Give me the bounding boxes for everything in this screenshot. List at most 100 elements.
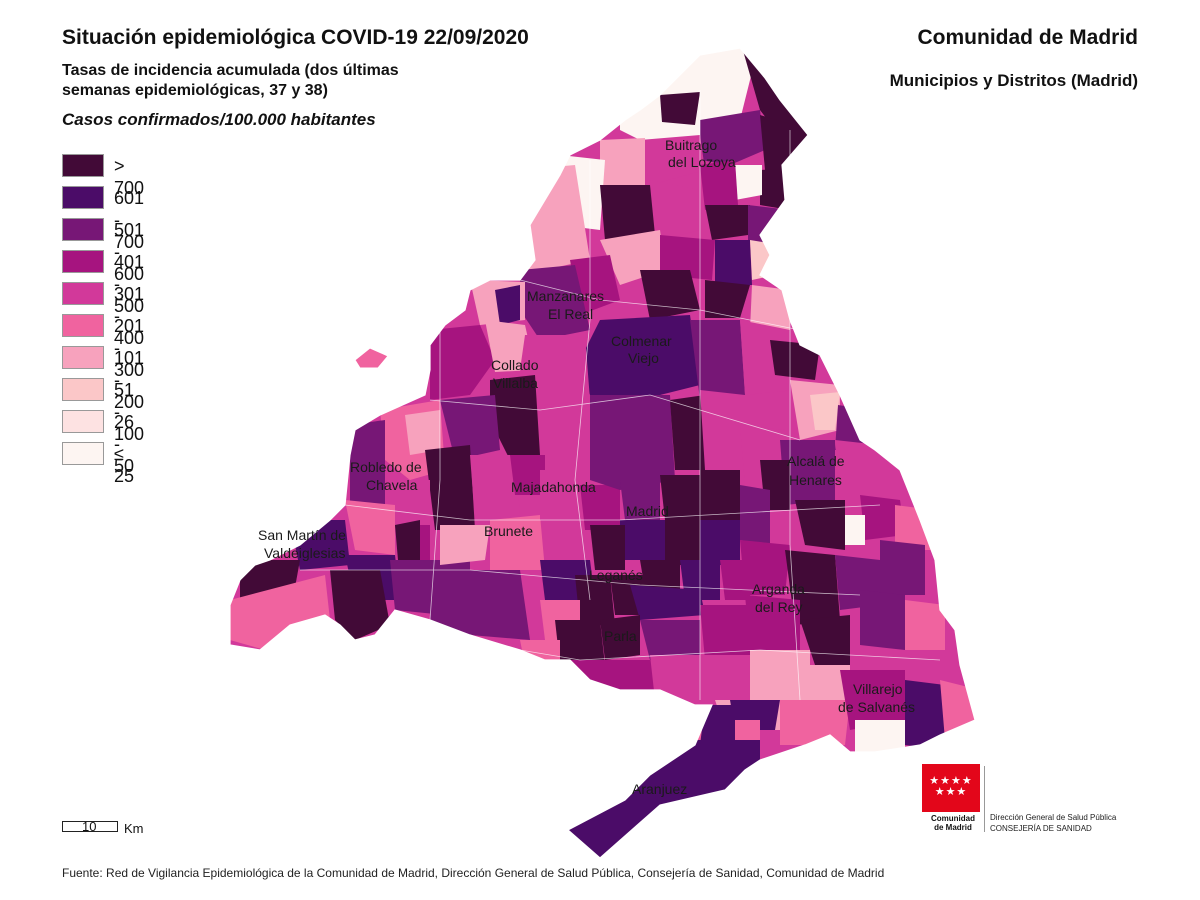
legend-swatch [62, 250, 104, 273]
legend-swatch [62, 282, 104, 305]
org-line-1: Dirección General de Salud Pública [990, 813, 1117, 822]
legend-swatch [62, 314, 104, 337]
place-label-buitrago: Buitrago [665, 137, 717, 153]
place-label-arganda: del Rey [755, 599, 802, 615]
comunidad-madrid-logo: ★★★★ ★★★ Comunidad de Madrid [922, 764, 980, 834]
municipality [490, 515, 545, 570]
municipality [640, 135, 705, 185]
scale-bar-value: 10 [82, 819, 97, 834]
legend-label: ≤ 25 [114, 444, 135, 486]
municipality [520, 265, 590, 340]
municipality [575, 575, 615, 625]
municipality [660, 475, 700, 520]
place-label-alcala: Henares [789, 472, 842, 488]
place-label-villarejo: de Salvanés [838, 699, 915, 715]
subtitle-line-1: Tasas de incidencia acumulada (dos últim… [62, 62, 399, 79]
legend-swatch [62, 378, 104, 401]
municipality [750, 650, 810, 700]
municipality [580, 315, 700, 400]
legend-label: > 700 [114, 156, 145, 198]
municipality [540, 470, 590, 520]
municipality [555, 620, 605, 665]
place-label-collado: Villalba [493, 375, 538, 391]
municipality [740, 540, 790, 595]
municipality [705, 280, 750, 318]
place-label-robledo: Chavela [366, 477, 418, 493]
scale-bar [62, 821, 118, 832]
place-label-colmenar: Colmenar [611, 333, 672, 349]
municipality [690, 320, 745, 400]
scope-label: Municipios y Distritos (Madrid) [889, 71, 1138, 90]
border-line [429, 394, 801, 441]
legend-swatch [62, 186, 104, 209]
place-label-leganes: Leganés [589, 567, 643, 583]
municipality [590, 525, 625, 570]
municipality [650, 655, 710, 700]
municipality [740, 320, 795, 395]
legend-label: 51 - 100 [114, 380, 145, 444]
municipality [700, 605, 750, 660]
municipality [620, 480, 660, 520]
units-label: Casos confirmados/100.000 habitantes [62, 110, 376, 129]
star-icon: ★★★★ ★★★ [929, 775, 973, 798]
municipality [345, 500, 395, 555]
municipality [640, 620, 700, 660]
municipality [495, 285, 520, 325]
legend-swatch [62, 346, 104, 369]
border-line [574, 160, 591, 601]
region-outline [229, 47, 976, 859]
municipality [545, 400, 595, 470]
organization-label: Dirección General de Salud Pública CONSE… [990, 812, 1116, 834]
place-label-san-martin: San Martín de [258, 527, 346, 543]
municipality [880, 540, 925, 595]
municipality [700, 470, 740, 520]
municipality [405, 410, 440, 455]
logo-text-line-2: de Madrid [934, 823, 972, 832]
legend-label: 401 - 500 [114, 252, 145, 316]
map-title: Situación epidemiológica COVID-19 22/09/… [62, 26, 529, 49]
municipality [700, 520, 740, 565]
legend-swatch [62, 154, 104, 177]
municipality [780, 700, 850, 745]
municipality [810, 665, 850, 705]
logo-text: Comunidad de Madrid [922, 814, 984, 832]
municipality [715, 240, 752, 285]
legend-label: 301 - 400 [114, 284, 145, 348]
place-label-manzanares: Manzanares [527, 288, 604, 304]
municipality [705, 205, 750, 240]
municipality [700, 110, 765, 165]
municipality [510, 455, 545, 495]
municipality [748, 205, 790, 245]
municipality [600, 138, 645, 190]
municipality [795, 500, 845, 550]
border-line [300, 569, 861, 596]
logo-divider [984, 766, 985, 832]
municipality [650, 180, 700, 240]
municipality [440, 525, 490, 565]
municipality [470, 570, 530, 640]
place-label-parla: Parla [604, 628, 637, 644]
place-label-collado: Collado [491, 357, 539, 373]
municipality [720, 560, 750, 600]
municipality [750, 285, 790, 330]
municipality-areas [230, 48, 975, 858]
legend-label: 201 - 300 [114, 316, 145, 380]
border-line [429, 330, 441, 621]
municipality [770, 340, 820, 380]
municipality [700, 160, 738, 210]
place-label-majadahonda: Majadahonda [511, 479, 596, 495]
municipality [660, 92, 700, 125]
municipality [520, 335, 590, 410]
municipality [425, 445, 475, 530]
municipality [840, 515, 865, 545]
municipality [430, 560, 470, 635]
municipality [835, 440, 880, 510]
municipality [855, 720, 905, 760]
municipality [840, 670, 905, 730]
legend-swatch [62, 442, 104, 465]
border-line [344, 504, 881, 521]
logo-text-line-1: Comunidad [931, 814, 975, 823]
legend-label: 26 - 50 [114, 412, 135, 476]
municipality [940, 680, 975, 740]
